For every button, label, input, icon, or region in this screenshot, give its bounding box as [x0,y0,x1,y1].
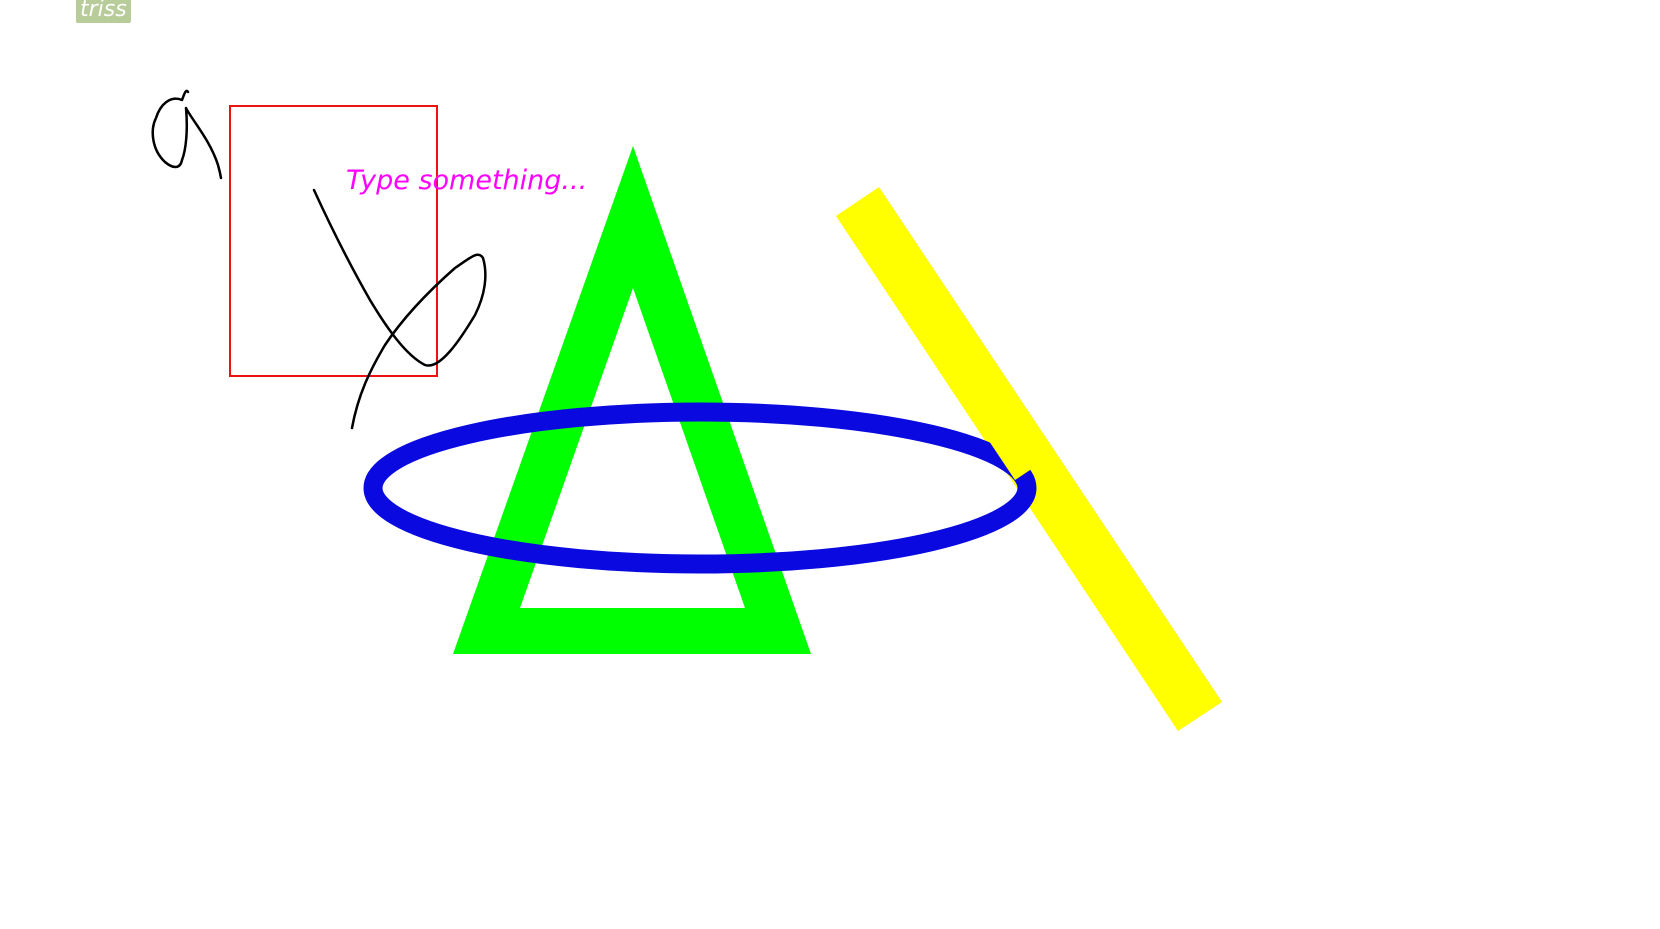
freehand-stroke-1[interactable] [151,89,223,180]
text-input-box[interactable]: Type something... [346,164,587,198]
rectangle-shape[interactable] [229,105,438,377]
text-placeholder: Type something... [346,165,588,196]
line-shape-overlap [975,400,1045,480]
collaborator-name: triss [80,0,127,22]
freehand-stroke-2[interactable] [312,188,487,430]
collaborator-cursor-tag: triss [76,0,131,23]
triangle-inner [520,288,745,608]
ellipse-shape[interactable] [363,402,1037,574]
